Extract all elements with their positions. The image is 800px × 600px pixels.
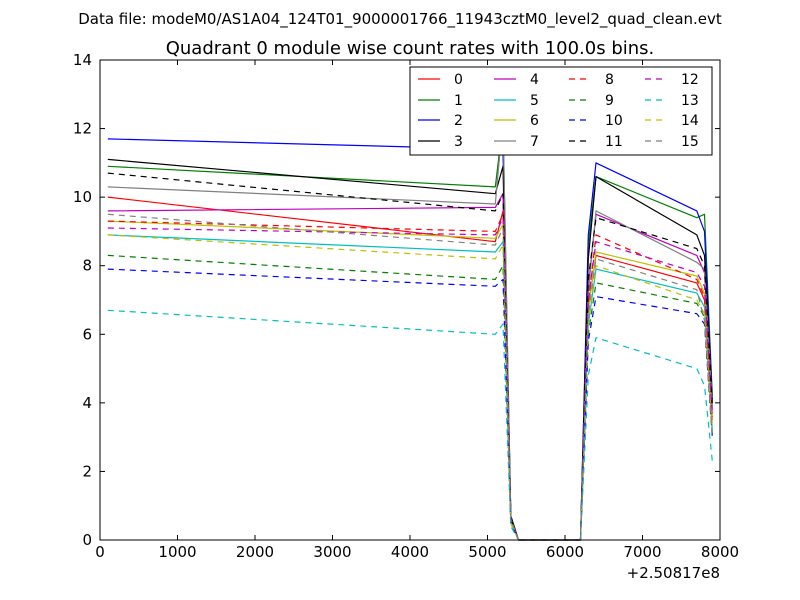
- x-tick-label-5: 5000: [468, 543, 506, 561]
- legend-label-12: 12: [681, 72, 699, 88]
- x-tick-label-8: 8000: [701, 543, 739, 561]
- legend-frame: [409, 66, 713, 156]
- legend-label-13: 13: [681, 93, 699, 109]
- legend-label-4: 4: [530, 72, 539, 88]
- legend-label-8: 8: [605, 72, 614, 88]
- suptitle: Data file: modeM0/AS1A04_124T01_90000017…: [78, 10, 722, 29]
- chart-title: Quadrant 0 module wise count rates with …: [166, 38, 655, 59]
- y-tick-label-0: 0: [82, 531, 92, 549]
- legend-label-2: 2: [454, 113, 463, 129]
- series-line-9: [107, 254, 713, 541]
- legend-label-0: 0: [454, 72, 463, 88]
- series-line-11: [107, 172, 713, 541]
- y-tick-label-6: 12: [73, 120, 92, 138]
- legend-label-6: 6: [530, 113, 539, 129]
- x-offset-label: +2.50817e8: [627, 564, 720, 582]
- series-line-2: [107, 138, 713, 541]
- series-line-5: [107, 234, 713, 541]
- series-line-12: [107, 217, 713, 541]
- series-line-1: [107, 121, 713, 541]
- y-tick-label-1: 2: [82, 462, 92, 480]
- y-tick-label-5: 10: [73, 188, 92, 206]
- legend-label-7: 7: [530, 134, 539, 150]
- y-tick-label-3: 6: [82, 325, 92, 343]
- legend-label-3: 3: [454, 134, 463, 150]
- series-line-8: [107, 213, 713, 541]
- x-tick-label-2: 2000: [236, 543, 274, 561]
- x-tick-label-6: 6000: [546, 543, 584, 561]
- legend-label-1: 1: [454, 93, 463, 109]
- ticks-layer: 0 1000 2000 3000 4000 5000 6000 7000 80000246810…: [73, 51, 739, 561]
- x-tick-label-7: 7000: [623, 543, 661, 561]
- x-tick-label-3: 3000: [313, 543, 351, 561]
- y-tick-label-7: 14: [73, 51, 92, 69]
- x-tick-label-0: 0: [95, 543, 105, 561]
- series-line-6: [107, 220, 713, 541]
- series-line-4: [107, 193, 713, 541]
- legend-label-10: 10: [605, 113, 623, 129]
- y-tick-label-4: 8: [82, 257, 92, 275]
- series-line-14: [107, 234, 713, 541]
- y-tick-label-2: 4: [82, 394, 92, 412]
- series-line-15: [107, 213, 713, 541]
- series-line-3: [107, 158, 713, 541]
- legend-label-11: 11: [605, 134, 623, 150]
- x-tick-label-4: 4000: [391, 543, 429, 561]
- legend-label-15: 15: [681, 134, 699, 150]
- legend-label-9: 9: [605, 93, 614, 109]
- series-layer: [107, 117, 713, 541]
- series-line-13: [107, 309, 713, 541]
- series-line-10: [107, 268, 713, 541]
- legend-label-14: 14: [681, 113, 699, 129]
- legend-label-5: 5: [530, 93, 539, 109]
- x-tick-label-1: 1000: [158, 543, 196, 561]
